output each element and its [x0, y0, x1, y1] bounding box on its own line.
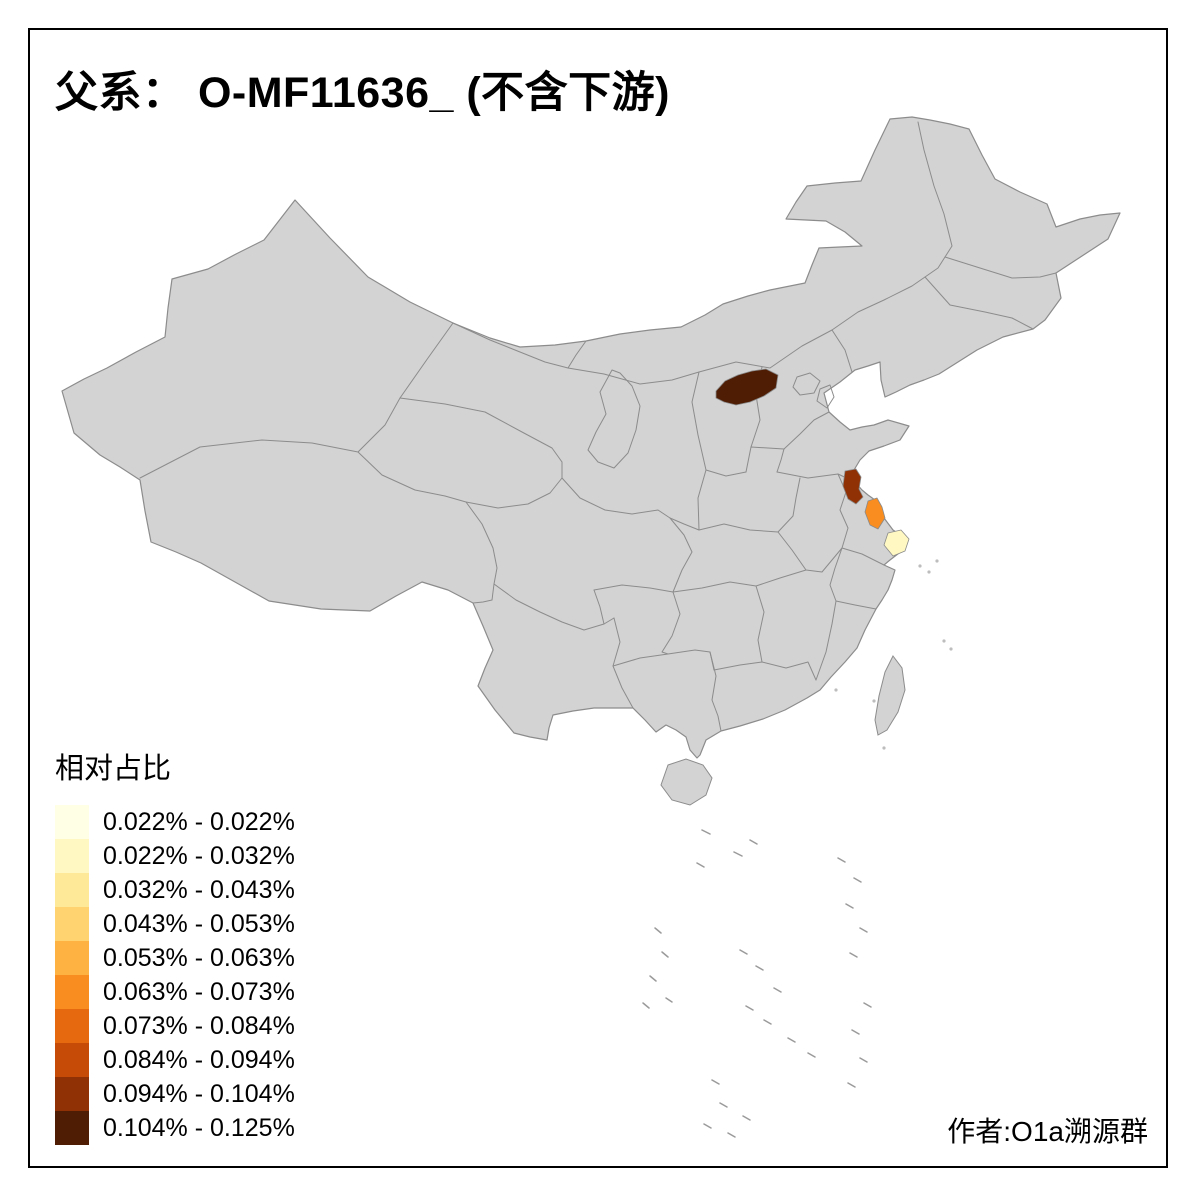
province-borders	[139, 121, 1057, 732]
legend-item: 0.073% - 0.084%	[55, 1009, 295, 1043]
attribution: 作者:O1a溯源群	[947, 1116, 1148, 1147]
legend-swatch	[55, 839, 89, 873]
legend-item-label: 0.032% - 0.043%	[103, 875, 295, 904]
legend-item-label: 0.022% - 0.032%	[103, 841, 295, 870]
legend-item-label: 0.022% - 0.022%	[103, 807, 295, 836]
legend-swatch	[55, 907, 89, 941]
legend-swatch	[55, 1111, 89, 1145]
taiwan-island	[874, 655, 906, 736]
legend-item: 0.032% - 0.043%	[55, 873, 295, 907]
coastal-islands	[834, 559, 953, 750]
legend-swatch	[55, 941, 89, 975]
legend-items: 0.022% - 0.022% 0.022% - 0.032% 0.032% - 0…	[55, 805, 295, 1145]
legend-swatch	[55, 1077, 89, 1111]
legend-item: 0.094% - 0.104%	[55, 1077, 295, 1111]
map-title: 父系： O-MF11636_ (不含下游)	[55, 69, 670, 117]
legend-item: 0.022% - 0.032%	[55, 839, 295, 873]
legend-swatch	[55, 805, 89, 839]
legend-item: 0.053% - 0.063%	[55, 941, 295, 975]
legend-swatch	[55, 975, 89, 1009]
legend-item-label: 0.053% - 0.063%	[103, 943, 295, 972]
legend-item: 0.022% - 0.022%	[55, 805, 295, 839]
legend-item-label: 0.084% - 0.094%	[103, 1045, 295, 1074]
legend-item: 0.043% - 0.053%	[55, 907, 295, 941]
legend-item: 0.104% - 0.125%	[55, 1111, 295, 1145]
legend-item-label: 0.104% - 0.125%	[103, 1113, 295, 1142]
legend-item: 0.063% - 0.073%	[55, 975, 295, 1009]
legend-title: 相对占比	[55, 753, 172, 785]
legend-swatch	[55, 873, 89, 907]
legend-item-label: 0.043% - 0.053%	[103, 909, 295, 938]
legend-swatch	[55, 1043, 89, 1077]
legend: 相对占比 0.022% - 0.022% 0.022% - 0.032% 0.032…	[55, 745, 295, 1145]
highlighted-regions	[715, 368, 910, 557]
legend-swatch	[55, 1009, 89, 1043]
china-mainland	[61, 116, 1121, 759]
highlighted-region-north-china	[715, 368, 779, 406]
hainan-island	[660, 758, 713, 806]
legend-item-label: 0.063% - 0.073%	[103, 977, 295, 1006]
south-china-sea-islands	[642, 829, 872, 1138]
highlighted-region-jiangsu-coast	[864, 497, 886, 530]
legend-item: 0.084% - 0.094%	[55, 1043, 295, 1077]
highlighted-region-yangtze-mouth	[883, 529, 910, 557]
plot-border	[28, 28, 1168, 1168]
legend-item-label: 0.073% - 0.084%	[103, 1011, 295, 1040]
legend-item-label: 0.094% - 0.104%	[103, 1079, 295, 1108]
highlighted-region-north-jiangsu	[842, 468, 864, 505]
